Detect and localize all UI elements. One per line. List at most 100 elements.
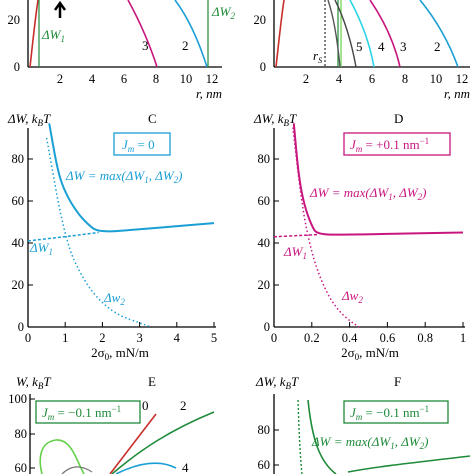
top-right-curve-5 bbox=[334, 0, 357, 68]
panel-c-xtick-label: 1 bbox=[62, 331, 68, 345]
panel-c-xtick-label: 0 bbox=[25, 331, 31, 345]
top-right-curve-2-label: 2 bbox=[434, 39, 441, 54]
panel-d-ytick-label: 20 bbox=[258, 278, 271, 292]
top-right-curve-3 bbox=[369, 0, 401, 68]
top-left-curve-3 bbox=[127, 0, 158, 68]
panel-d-xtick-label: 0.6 bbox=[380, 331, 396, 345]
panel-c-series-max bbox=[48, 123, 215, 233]
panel-e-curve-0-label: 0 bbox=[142, 398, 149, 413]
top-right-curve-3-label: 3 bbox=[400, 39, 407, 54]
panel-d-legend-box bbox=[343, 132, 451, 156]
panel-e: W, kBT E 100 80 60 Jm = −0.1 nm−1 0 2 4 bbox=[8, 374, 215, 474]
panel-c-legend-box bbox=[113, 132, 171, 156]
panel-e-ytick: 100 bbox=[8, 392, 27, 406]
panel-f-legend: Jm = −0.1 nm−1 bbox=[350, 404, 429, 422]
top-right-curve-4 bbox=[349, 0, 375, 68]
top-right-curve-2 bbox=[419, 0, 459, 68]
panel-d-legend: Jm = +0.1 nm−1 bbox=[350, 136, 429, 154]
panel-f-eq: ΔW = max(ΔW1, ΔW2) bbox=[311, 434, 429, 451]
top-right-curve-4-label: 4 bbox=[378, 39, 385, 54]
panel-d-w1-label: ΔW1 bbox=[283, 244, 307, 261]
panel-d-plot: 0 20 40 60 80 0 0.2 0.4 0.6 0.8 1 bbox=[258, 123, 466, 345]
top-left-panel: 20 0 2 4 6 8 10 12 r, nm ΔW1 ΔW2 3 2 bbox=[8, 0, 235, 101]
top-left-xtick: 4 bbox=[89, 72, 96, 86]
top-left-dw2-label: ΔW2 bbox=[211, 4, 235, 21]
panel-c: ΔW, kBT C Jm = 0 ΔW = max(ΔW1, ΔW2) ΔW1 … bbox=[7, 111, 183, 362]
top-left-curve-red bbox=[29, 0, 39, 68]
panel-e-curve-2 bbox=[111, 411, 215, 474]
panel-c-w1-label: ΔW1 bbox=[29, 240, 53, 257]
top-left-xtick: 2 bbox=[57, 72, 63, 86]
top-right-curve-red bbox=[275, 0, 285, 68]
panel-d-series-max bbox=[292, 123, 464, 236]
panel-c-series-w1 bbox=[27, 231, 99, 242]
panel-c-xtick-label: 4 bbox=[174, 331, 181, 345]
top-right-xtick: 12 bbox=[456, 72, 469, 86]
panel-c-plot: 0 20 40 60 80 0 1 2 3 4 5 bbox=[12, 123, 217, 345]
panel-c-ytick-label: 20 bbox=[12, 278, 25, 292]
panel-d-ytick-label: 40 bbox=[258, 236, 271, 250]
top-right-ytick-0: 0 bbox=[260, 60, 266, 74]
panel-f-ytick: 60 bbox=[258, 458, 271, 472]
panel-c-xtick-label: 2 bbox=[99, 331, 105, 345]
top-left-xlabel: r, nm bbox=[196, 86, 222, 101]
panel-c-series-w2 bbox=[45, 137, 152, 328]
panel-f: ΔW, kBT F 80 60 Jm = −0.1 nm−1 ΔW = max(… bbox=[255, 374, 471, 474]
panel-d-xtick-label: 0.2 bbox=[304, 331, 320, 345]
top-right-rs-label: rS bbox=[313, 48, 322, 65]
panel-f-letter: F bbox=[394, 374, 401, 389]
panel-c-ylabel: ΔW, kBT bbox=[7, 111, 51, 128]
panel-d-series-w1 bbox=[273, 233, 318, 238]
panel-c-w2-label: Δw2 bbox=[103, 290, 125, 307]
panel-c-ytick-label: 80 bbox=[12, 152, 25, 166]
top-left-curve-2 bbox=[174, 0, 208, 68]
panel-d-series-w2 bbox=[292, 127, 360, 328]
top-right-xtick: 6 bbox=[369, 72, 375, 86]
panel-c-xtick-label: 3 bbox=[136, 331, 142, 345]
panel-c-ytick-label: 40 bbox=[12, 236, 25, 250]
top-left-curve-2-label: 2 bbox=[182, 38, 189, 53]
top-left-xtick: 8 bbox=[153, 72, 159, 86]
panel-c-letter: C bbox=[148, 111, 157, 126]
top-right-xticks: 2 4 6 8 10 12 bbox=[303, 72, 468, 86]
panel-f-flat-curve bbox=[347, 455, 471, 473]
panel-d-ytick-label: 80 bbox=[258, 152, 271, 166]
panel-c-xlabel: 2σ0, mN/m bbox=[91, 345, 149, 362]
top-left-xticks: 2 4 6 8 10 12 bbox=[57, 72, 218, 86]
panel-d-ylabel: ΔW, kBT bbox=[253, 111, 297, 128]
panel-c-eq: ΔW = max(ΔW1, ΔW2) bbox=[65, 168, 183, 185]
panel-e-legend: Jm = −0.1 nm−1 bbox=[42, 404, 121, 422]
panel-d-ytick-label: 0 bbox=[264, 320, 270, 334]
top-right-curve-gray bbox=[327, 0, 341, 68]
arrow-icon bbox=[53, 0, 67, 18]
top-right-xtick: 4 bbox=[336, 72, 343, 86]
panel-d-xtick-label: 1 bbox=[460, 331, 466, 345]
top-right-panel: 20 0 2 4 6 8 10 12 r, nm rS 5 4 3 2 bbox=[254, 0, 470, 101]
panel-f-solid-curve bbox=[307, 399, 337, 474]
panel-d-eq: ΔW = max(ΔW1, ΔW2) bbox=[309, 185, 427, 202]
top-right-xtick: 8 bbox=[402, 72, 408, 86]
panel-d-w2-label: Δw2 bbox=[341, 288, 363, 305]
panel-e-letter: E bbox=[148, 374, 156, 389]
top-right-xlabel: r, nm bbox=[444, 86, 470, 101]
panel-c-legend: Jm = 0 bbox=[122, 137, 155, 154]
panel-d-letter: D bbox=[394, 111, 403, 126]
panel-e-gray-curve bbox=[61, 466, 93, 474]
panel-e-ytick: 60 bbox=[15, 461, 28, 474]
panel-d-xlabel: 2σ0, mN/m bbox=[341, 345, 399, 362]
panel-e-curve-2-label: 2 bbox=[180, 398, 187, 413]
panel-d-ytick-label: 60 bbox=[258, 194, 271, 208]
top-left-curve-3-label: 3 bbox=[142, 38, 149, 53]
top-left-ytick-0: 0 bbox=[14, 60, 20, 74]
panel-e-curve-4-label: 4 bbox=[182, 460, 189, 474]
top-left-dw1-label: ΔW1 bbox=[41, 27, 65, 44]
panel-e-curve-0 bbox=[109, 413, 157, 474]
panel-e-ytick: 80 bbox=[15, 427, 28, 441]
panel-d-xtick-label: 0.8 bbox=[417, 331, 433, 345]
panel-f-dotted-curve bbox=[297, 399, 303, 474]
panel-d-xtick-label: 0 bbox=[271, 331, 277, 345]
panel-d: ΔW, kBT D Jm = +0.1 nm−1 ΔW = max(ΔW1, Δ… bbox=[253, 111, 451, 362]
panel-f-ytick: 80 bbox=[258, 423, 271, 437]
panel-c-xtick-label: 5 bbox=[211, 331, 217, 345]
